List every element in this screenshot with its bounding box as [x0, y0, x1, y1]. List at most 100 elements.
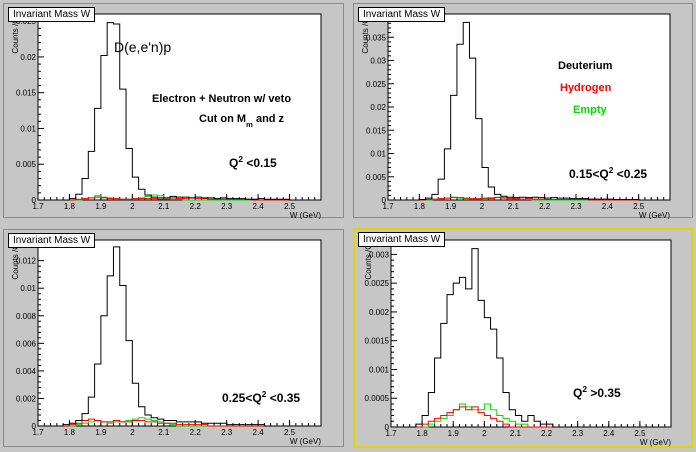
- x-tick-label: 2.5: [634, 429, 646, 438]
- annotation-text: 0.25<Q2 <0.35: [222, 389, 300, 405]
- y-axis-title: Counts /C: [11, 244, 20, 280]
- y-tick-label: 0.012: [16, 257, 37, 266]
- x-tick-label: 1.8: [64, 202, 76, 211]
- histogram-pad-q2-0.25-0.35[interactable]: 0 0.002 0.004 0.006 0.008 0.01 0.012 1.7 1.8 1.9 2…: [3, 229, 344, 447]
- x-tick-label: 2.3: [570, 202, 582, 211]
- pad-title: Invariant Mass W: [8, 7, 96, 22]
- histogram-plot: 0 0.002 0.004 0.006 0.008 0.01 0.012 1.7 1.8 1.9 2…: [11, 239, 322, 446]
- x-tick-label: 1.7: [32, 428, 44, 437]
- x-tick-label: 1.7: [382, 202, 394, 211]
- x-tick-label: 2.4: [253, 202, 265, 211]
- y-tick-label: 0.0025: [365, 279, 390, 288]
- x-tick-label: 2.1: [510, 429, 522, 438]
- y-tick-label: 0.005: [16, 160, 37, 169]
- y-tick-label: 0: [385, 423, 390, 432]
- x-tick-label: 2.5: [633, 202, 645, 211]
- y-tick-label: 0.01: [370, 150, 386, 159]
- x-tick-label: 1.7: [385, 429, 397, 438]
- y-tick-label: 0.015: [366, 126, 387, 135]
- x-tick-label: 2.3: [572, 429, 584, 438]
- x-tick-label: 2.4: [602, 202, 614, 211]
- histogram-plot: 00.0050.010.0150.020.0251.71.81.922.12.2…: [11, 13, 322, 219]
- x-tick-label: 2.5: [284, 202, 296, 211]
- annotation-text: Empty: [573, 104, 608, 116]
- x-tick-label: 1.9: [95, 202, 107, 211]
- x-tick-label: 1.8: [417, 429, 429, 438]
- x-tick-label: 2: [130, 428, 135, 437]
- x-tick-label: 2.1: [158, 428, 170, 437]
- x-tick-label: 1.8: [414, 202, 426, 211]
- x-axis-title: W (GeV): [640, 438, 671, 447]
- histogram-pad-q2-above-0.35[interactable]: 0 0.0005 0.001 0.0015 0.002 0.0025 0.003 1.7 1.8…: [353, 228, 693, 448]
- plot-frame: [37, 239, 322, 427]
- x-tick-label: 2.2: [190, 428, 202, 437]
- x-tick-label: 2.2: [190, 202, 202, 211]
- y-tick-label: 0.008: [16, 312, 37, 321]
- y-tick-label: 0.01: [20, 124, 36, 133]
- histogram-series-hydrogen: [38, 418, 321, 427]
- y-tick-label: 0.03: [370, 57, 386, 66]
- x-axis-title: W (GeV): [290, 211, 321, 219]
- histogram-series-hydrogen: [38, 196, 321, 201]
- y-tick-label: 0.02: [370, 103, 386, 112]
- plot-frame: [387, 13, 671, 201]
- x-tick-label: 2.5: [284, 428, 296, 437]
- annotation-text: Cut on Mm and z: [199, 113, 285, 129]
- x-tick-label: 2.3: [221, 202, 233, 211]
- histogram-series-deuterium: [38, 22, 321, 201]
- x-tick-label: 1.9: [448, 429, 460, 438]
- y-axis-title: Counts /C: [364, 244, 373, 280]
- x-tick-label: 2: [482, 429, 487, 438]
- annotation-text: Q2 >0.35: [573, 384, 621, 400]
- histogram-pad-q2-below-0.15[interactable]: 00.0050.010.0150.020.0251.71.81.922.12.2…: [3, 3, 344, 219]
- y-tick-label: 0.004: [16, 367, 37, 376]
- x-axis-title: W (GeV): [290, 437, 321, 446]
- annotation-text: Hydrogen: [560, 82, 612, 94]
- y-tick-label: 0: [32, 422, 37, 431]
- histogram-pad-q2-0.15-0.25[interactable]: 00.0050.010.0150.020.0250.030.0350.041.7…: [353, 3, 693, 219]
- pad-title: Invariant Mass W: [8, 233, 96, 248]
- x-tick-label: 2.2: [541, 429, 553, 438]
- x-tick-label: 2.2: [539, 202, 551, 211]
- y-tick-label: 0.025: [366, 80, 387, 89]
- y-axis-title: Counts /C: [11, 18, 20, 54]
- y-axis-title: Counts /C: [361, 18, 370, 54]
- x-tick-label: 1.9: [445, 202, 457, 211]
- pad-title: Invariant Mass W: [358, 7, 446, 22]
- x-tick-label: 2.4: [253, 428, 265, 437]
- y-tick-label: 0.002: [16, 394, 37, 403]
- y-tick-label: 0.002: [369, 308, 390, 317]
- y-tick-label: 0.006: [16, 339, 37, 348]
- x-tick-label: 2.4: [603, 429, 615, 438]
- y-tick-label: 0.02: [20, 53, 36, 62]
- histogram-series-deuterium: [391, 248, 671, 428]
- annotation-text: Q2 <0.15: [229, 154, 277, 170]
- histogram-series-deuterium: [38, 246, 321, 427]
- annotation-text: D(e,e'n)p: [114, 39, 171, 55]
- plot-frame: [37, 13, 322, 201]
- x-axis-title: W (GeV): [639, 211, 670, 219]
- histogram-series-hydrogen: [388, 196, 670, 201]
- y-tick-label: 0.01: [20, 284, 36, 293]
- x-tick-label: 1.9: [95, 428, 107, 437]
- x-tick-label: 1.8: [64, 428, 76, 437]
- x-tick-label: 2.1: [508, 202, 520, 211]
- y-tick-label: 0.035: [366, 33, 387, 42]
- y-tick-label: 0: [382, 196, 387, 205]
- annotation-text: 0.15<Q2 <0.25: [569, 165, 647, 181]
- x-tick-label: 2: [480, 202, 485, 211]
- plot-frame: [390, 239, 672, 428]
- annotation-text: Electron + Neutron w/ veto: [152, 93, 291, 105]
- y-tick-label: 0.003: [369, 250, 390, 259]
- histogram-plot: 0 0.0005 0.001 0.0015 0.002 0.0025 0.003 1.7 1.8…: [364, 239, 672, 447]
- annotation-text: Deuterium: [558, 60, 613, 72]
- y-tick-label: 0.0005: [365, 394, 390, 403]
- x-tick-label: 1.7: [32, 202, 44, 211]
- y-tick-label: 0: [32, 196, 37, 205]
- histogram-plot: 00.0050.010.0150.020.0250.030.0350.041.7…: [361, 10, 671, 219]
- y-tick-label: 0.0015: [365, 337, 390, 346]
- y-tick-label: 0.005: [366, 173, 387, 182]
- y-tick-label: 0.015: [16, 89, 37, 98]
- y-tick-label: 0.001: [369, 365, 390, 374]
- pad-title: Invariant Mass W: [358, 232, 446, 247]
